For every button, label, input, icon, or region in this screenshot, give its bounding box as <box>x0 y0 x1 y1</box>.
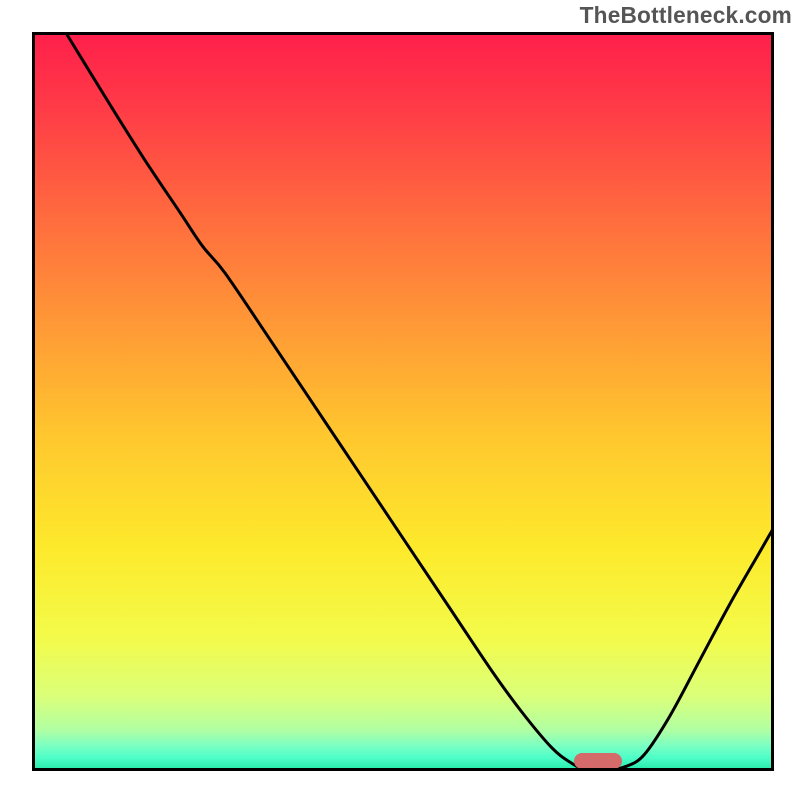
highlight-marker <box>574 753 622 769</box>
plot-area <box>32 32 774 771</box>
gradient-chart <box>32 32 774 771</box>
gradient-background <box>32 32 774 771</box>
watermark-text: TheBottleneck.com <box>580 2 792 29</box>
chart-root: TheBottleneck.com <box>0 0 800 800</box>
